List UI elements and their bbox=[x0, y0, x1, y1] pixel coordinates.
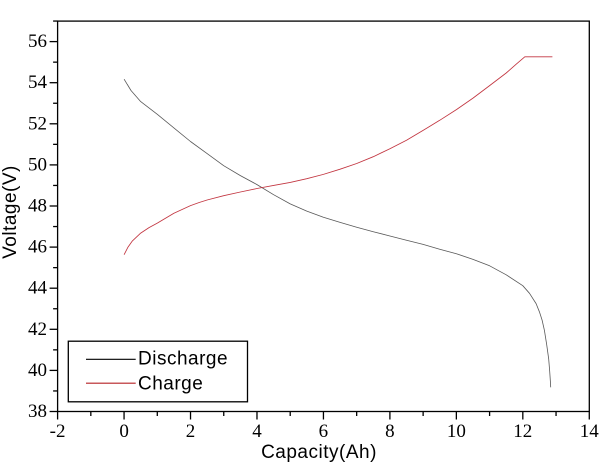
svg-text:Voltage(V): Voltage(V) bbox=[0, 165, 21, 259]
svg-text:12: 12 bbox=[513, 421, 532, 442]
svg-text:50: 50 bbox=[28, 154, 47, 175]
svg-text:10: 10 bbox=[447, 421, 466, 442]
svg-text:-2: -2 bbox=[50, 421, 66, 442]
svg-text:48: 48 bbox=[28, 196, 47, 217]
svg-text:44: 44 bbox=[28, 278, 48, 299]
svg-text:0: 0 bbox=[119, 421, 129, 442]
svg-text:Discharge: Discharge bbox=[138, 349, 228, 370]
svg-text:56: 56 bbox=[28, 31, 47, 52]
svg-text:38: 38 bbox=[28, 401, 47, 422]
svg-text:2: 2 bbox=[186, 421, 196, 442]
svg-text:8: 8 bbox=[385, 421, 395, 442]
svg-text:42: 42 bbox=[28, 319, 47, 340]
svg-text:46: 46 bbox=[28, 237, 47, 258]
svg-text:52: 52 bbox=[28, 113, 47, 134]
svg-text:40: 40 bbox=[28, 360, 47, 381]
svg-text:4: 4 bbox=[252, 421, 262, 442]
svg-text:6: 6 bbox=[319, 421, 329, 442]
svg-text:Capacity(Ah): Capacity(Ah) bbox=[261, 442, 377, 463]
svg-text:54: 54 bbox=[28, 72, 48, 93]
svg-text:Charge: Charge bbox=[138, 373, 203, 394]
svg-text:14: 14 bbox=[580, 421, 600, 442]
